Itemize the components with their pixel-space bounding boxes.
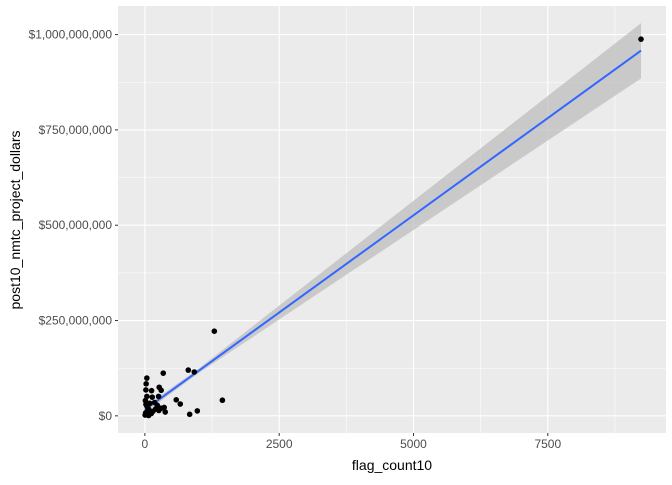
- data-point: [211, 328, 218, 335]
- y-tick-label: $250,000,000: [39, 314, 113, 328]
- y-tick-label: $500,000,000: [39, 218, 113, 232]
- data-point: [160, 370, 167, 376]
- x-tick-label: 2500: [266, 437, 293, 451]
- y-tick-label: $0: [99, 409, 113, 423]
- data-point: [177, 401, 184, 407]
- data-point: [144, 375, 150, 381]
- x-tick-label: 7500: [534, 437, 561, 451]
- x-tick-label: 0: [142, 437, 149, 451]
- data-point: [191, 369, 198, 375]
- data-point: [155, 393, 162, 400]
- data-point: [162, 409, 169, 415]
- data-point: [173, 397, 180, 403]
- trend-line: [144, 49, 642, 411]
- data-point: [143, 381, 149, 387]
- x-tick-label: 5000: [400, 437, 427, 451]
- data-point: [143, 387, 149, 393]
- data-point: [158, 405, 164, 412]
- y-tick-label: $1,000,000,000: [29, 28, 113, 42]
- axes: 0 2500 5000 7500 $0 $250,000,000 $500,000,000 $…: [29, 28, 562, 451]
- data-point: [638, 36, 644, 42]
- points: [142, 36, 644, 419]
- data-point: [144, 408, 151, 415]
- data-point: [151, 399, 158, 406]
- y-axis-label: post10_nmtc_project_dollars: [7, 131, 23, 310]
- data-point: [219, 397, 226, 404]
- y-tick-label: $750,000,000: [39, 123, 113, 137]
- data-point: [158, 387, 164, 394]
- data-point: [148, 387, 155, 394]
- data-point: [185, 367, 192, 373]
- data-point: [186, 411, 193, 418]
- data-point: [149, 394, 156, 400]
- x-axis-label: flag_count10: [352, 457, 432, 473]
- data-point: [194, 408, 201, 414]
- data-point: [146, 400, 153, 407]
- confidence-band: [144, 23, 642, 413]
